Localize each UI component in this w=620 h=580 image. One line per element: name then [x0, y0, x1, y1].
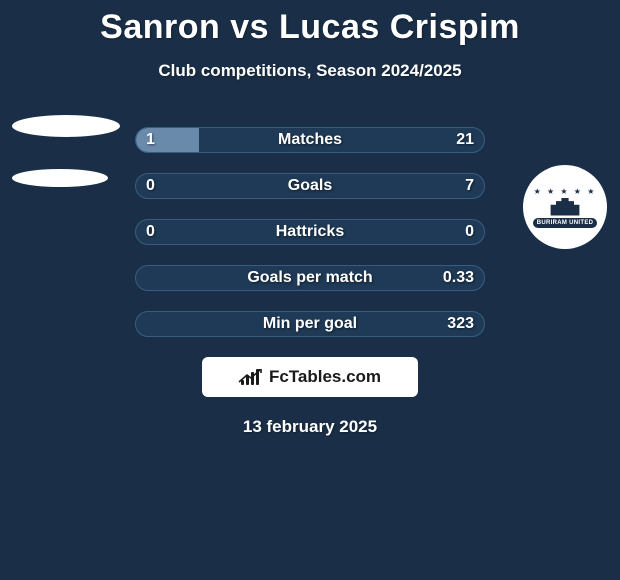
stats-container: 1 Matches 21 0 Goals 7 0 Hattricks 0 Goa… [135, 127, 485, 337]
stat-row: 1 Matches 21 [135, 127, 485, 153]
stat-row: Min per goal 323 [135, 311, 485, 337]
crest-ellipse-icon [12, 115, 120, 137]
stat-value-right: 0.33 [443, 266, 474, 290]
stat-value-right: 323 [447, 312, 474, 336]
crest-banner: BURIRAM UNITED [533, 218, 597, 228]
stat-label: Hattricks [136, 220, 484, 244]
stat-label: Goals per match [136, 266, 484, 290]
chart-icon [239, 369, 263, 385]
crest-building-icon [547, 198, 583, 216]
crest-stars-icon: ★ ★ ★ ★ ★ [534, 187, 597, 196]
brand-text: FcTables.com [269, 367, 381, 387]
page-title: Sanron vs Lucas Crispim [0, 0, 620, 47]
player-right-logo: ★ ★ ★ ★ ★ BURIRAM UNITED [520, 165, 610, 255]
date-text: 13 february 2025 [0, 417, 620, 437]
stat-row: 0 Hattricks 0 [135, 219, 485, 245]
stat-value-right: 21 [456, 128, 474, 152]
stat-row: Goals per match 0.33 [135, 265, 485, 291]
club-crest-icon: ★ ★ ★ ★ ★ BURIRAM UNITED [523, 165, 607, 249]
stat-label: Goals [136, 174, 484, 198]
stat-row: 0 Goals 7 [135, 173, 485, 199]
player-left-logo [12, 115, 102, 205]
stat-value-right: 0 [465, 220, 474, 244]
stat-label: Matches [136, 128, 484, 152]
subtitle: Club competitions, Season 2024/2025 [0, 61, 620, 81]
stat-label: Min per goal [136, 312, 484, 336]
brand-link[interactable]: FcTables.com [202, 357, 418, 397]
crest-ellipse-icon [12, 169, 108, 187]
stat-value-right: 7 [465, 174, 474, 198]
